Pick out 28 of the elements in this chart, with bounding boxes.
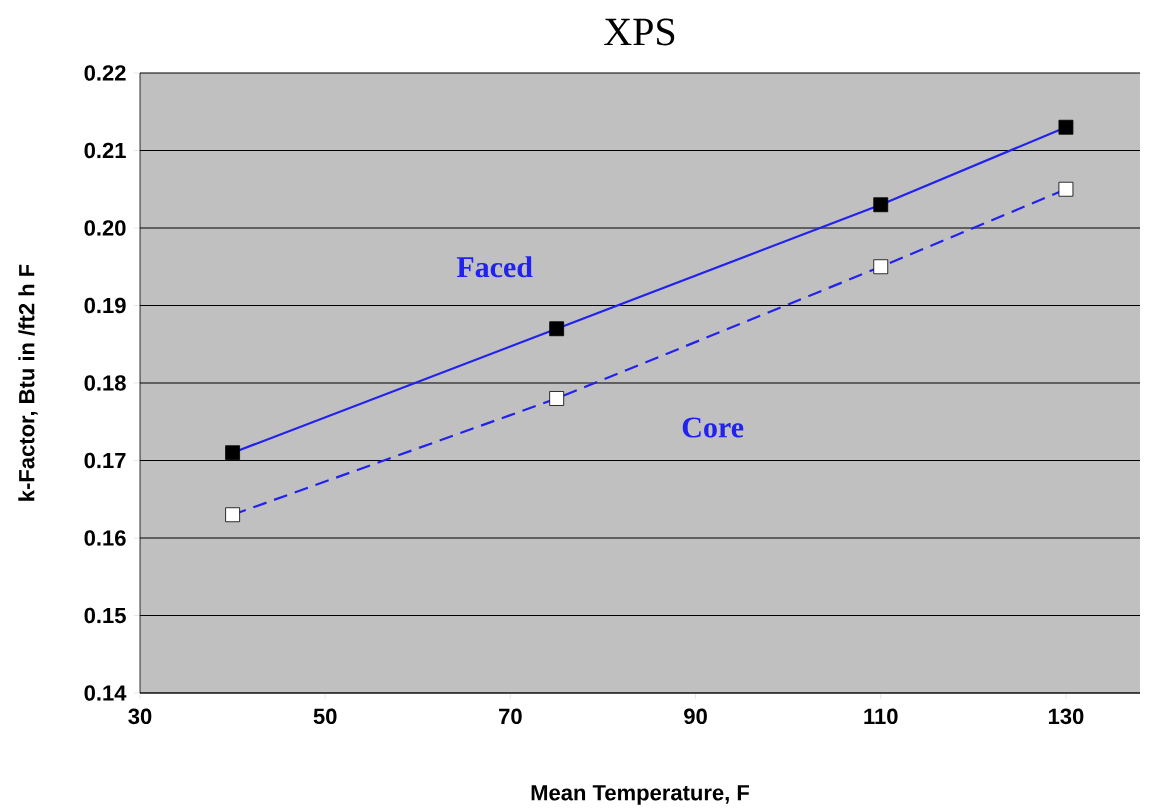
y-tick-label: 0.21 xyxy=(84,142,126,159)
y-tick-label: 0.15 xyxy=(84,607,126,624)
x-axis-title: Mean Temperature, F xyxy=(531,785,750,805)
y-tick-label: 0.14 xyxy=(84,685,127,701)
x-tick-label: 70 xyxy=(499,708,522,725)
x-tick-label: 130 xyxy=(1048,708,1084,725)
series-label: Faced xyxy=(456,256,533,278)
text: Core xyxy=(682,417,744,438)
point xyxy=(1058,119,1074,135)
point xyxy=(549,321,565,337)
chart-title: XPS xyxy=(604,18,675,46)
y-tick-label: 0.22 xyxy=(84,65,126,81)
point xyxy=(225,507,240,523)
x-tick-label: 90 xyxy=(684,708,707,725)
y-tick-label: 0.20 xyxy=(84,220,126,236)
y-tick-label: 0.17 xyxy=(84,452,126,469)
y-tick-label: 0.19 xyxy=(84,297,126,314)
x-tick-label: 30 xyxy=(128,708,152,725)
point xyxy=(225,445,240,461)
x-tick-label: 50 xyxy=(313,708,337,725)
point xyxy=(549,391,565,406)
x-tick-label: 110 xyxy=(864,708,898,725)
point xyxy=(873,197,889,213)
y-tick-label: 0.16 xyxy=(84,530,126,546)
point xyxy=(1058,181,1074,197)
y-axis-title: k-Factor, Btu in /ft2 h F xyxy=(18,264,38,501)
point xyxy=(873,259,889,275)
y-tick-label: 0.18 xyxy=(84,375,126,391)
